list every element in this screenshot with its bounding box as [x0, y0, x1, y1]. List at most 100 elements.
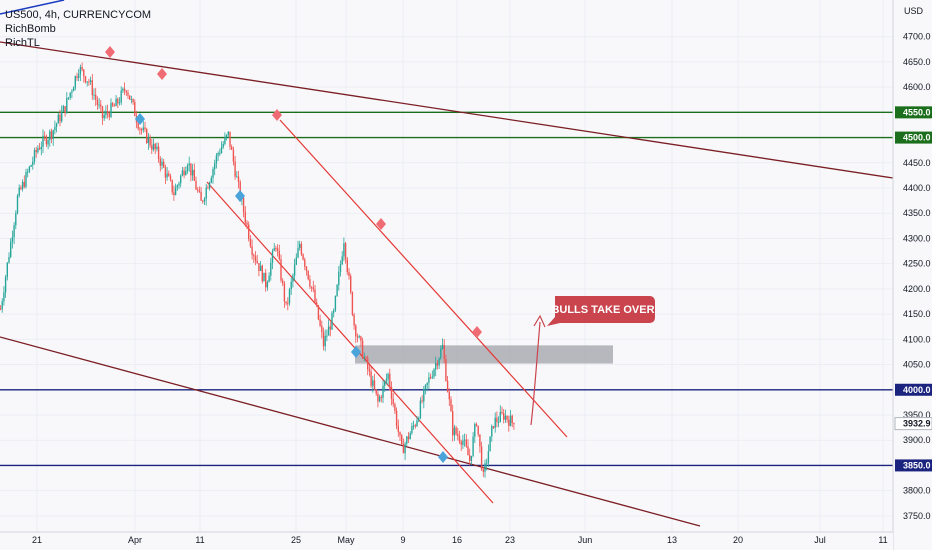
candle-body: [123, 88, 126, 92]
swing-low-marker: [235, 190, 245, 202]
candle-body: [426, 382, 428, 385]
candle-body: [61, 111, 63, 122]
swing-high-marker: [472, 326, 482, 338]
candle-body: [406, 436, 408, 444]
candle-body: [190, 163, 192, 176]
candle-body: [110, 103, 112, 117]
candle-body: [215, 155, 218, 164]
candle-body: [227, 131, 229, 136]
candle-body: [411, 425, 413, 434]
candle-body: [174, 187, 177, 196]
candle-body: [487, 451, 490, 463]
upper-trendline: [0, 41, 894, 179]
candle-body: [299, 243, 301, 248]
candle-body: [69, 92, 71, 98]
candle-body: [412, 425, 415, 427]
candle-body: [501, 412, 503, 414]
candle-body: [74, 76, 76, 88]
candle-body: [409, 433, 411, 440]
time-tick-label: 21: [32, 535, 42, 545]
candle-body: [232, 149, 235, 162]
candle-body: [378, 396, 381, 402]
candle-body: [443, 345, 445, 360]
candle-body: [327, 326, 330, 336]
candle-body: [159, 158, 161, 166]
candle-body: [283, 283, 286, 302]
candle-body: [261, 265, 263, 282]
candle-body: [429, 377, 432, 379]
annotation-arrowhead: [533, 314, 546, 328]
candle-body: [416, 420, 418, 427]
candle-body: [47, 140, 49, 145]
level-tag-bg: [895, 459, 932, 472]
time-axis-bg: [0, 532, 893, 550]
candle-body: [336, 284, 338, 297]
candle-body: [338, 271, 340, 285]
candles: [0, 62, 515, 478]
candle-body: [23, 181, 25, 187]
candle-body: [149, 137, 151, 146]
indicator-richbomb[interactable]: RichBomb: [5, 23, 56, 35]
candle-body: [470, 455, 473, 461]
candle-body: [197, 189, 199, 191]
candle-body: [334, 296, 337, 311]
annotation-arrow: [530, 321, 541, 426]
candle-body: [156, 146, 158, 150]
candle-body: [360, 336, 362, 341]
time-axis[interactable]: 21 Apr 11 25 May 9 16 23 Jun 13 20 Jul 11: [0, 531, 893, 550]
candle-body: [181, 170, 184, 176]
candle-body: [266, 282, 269, 288]
current-price-tag: 3932.9: [903, 419, 931, 429]
swing-low-marker: [438, 451, 448, 463]
candle-body: [134, 102, 136, 116]
blue-trendline-start: [0, 0, 65, 15]
candle-body: [438, 358, 440, 366]
candle-body: [66, 98, 68, 113]
candle-body: [178, 183, 180, 186]
candle-body: [248, 224, 250, 239]
candle-body: [246, 222, 248, 225]
candle-body: [326, 335, 328, 337]
annotation: BULLS TAKE OVER: [530, 296, 655, 426]
candle-body: [278, 251, 280, 260]
candle-body: [452, 411, 454, 436]
candle-body: [52, 130, 54, 139]
price-tick-label: 3750.0: [903, 511, 931, 521]
channel-lower-line: [206, 181, 494, 504]
candle-body: [431, 376, 433, 378]
candle-body: [361, 340, 364, 359]
candle-body: [79, 67, 82, 75]
candle-body: [321, 325, 323, 333]
candle-body: [231, 146, 233, 150]
candle-body: [222, 143, 224, 148]
candle-body: [147, 137, 150, 144]
candle-body: [494, 417, 496, 428]
candle-body: [76, 76, 78, 79]
candle-body: [37, 148, 39, 152]
candle-body: [115, 98, 117, 107]
candle-body: [229, 131, 231, 147]
candle-body: [356, 336, 359, 338]
price-tick-label: 4350.0: [903, 208, 931, 218]
candle-body: [225, 135, 228, 138]
candle-body: [363, 357, 365, 359]
indicator-richtl[interactable]: RichTL: [5, 37, 40, 49]
candle-body: [72, 87, 75, 92]
candle-body: [198, 190, 201, 192]
candle-body: [180, 175, 182, 184]
candle-body: [268, 275, 270, 283]
candle-body: [492, 426, 495, 428]
candle-body: [282, 280, 284, 284]
candle-body: [475, 424, 478, 426]
candle-body: [208, 182, 211, 189]
candle-body: [164, 167, 167, 178]
candle-body: [293, 264, 296, 276]
candle-body: [469, 455, 471, 461]
candle-body: [508, 419, 510, 426]
symbol-title[interactable]: US500, 4h, CURRENCYCOM: [5, 9, 152, 21]
candle-body: [384, 381, 386, 386]
candle-body: [130, 99, 133, 101]
price-axis[interactable]: USD 3750.0 3800.0 3850.0 3900.0 3950.0 4000.0 4…: [892, 0, 932, 550]
